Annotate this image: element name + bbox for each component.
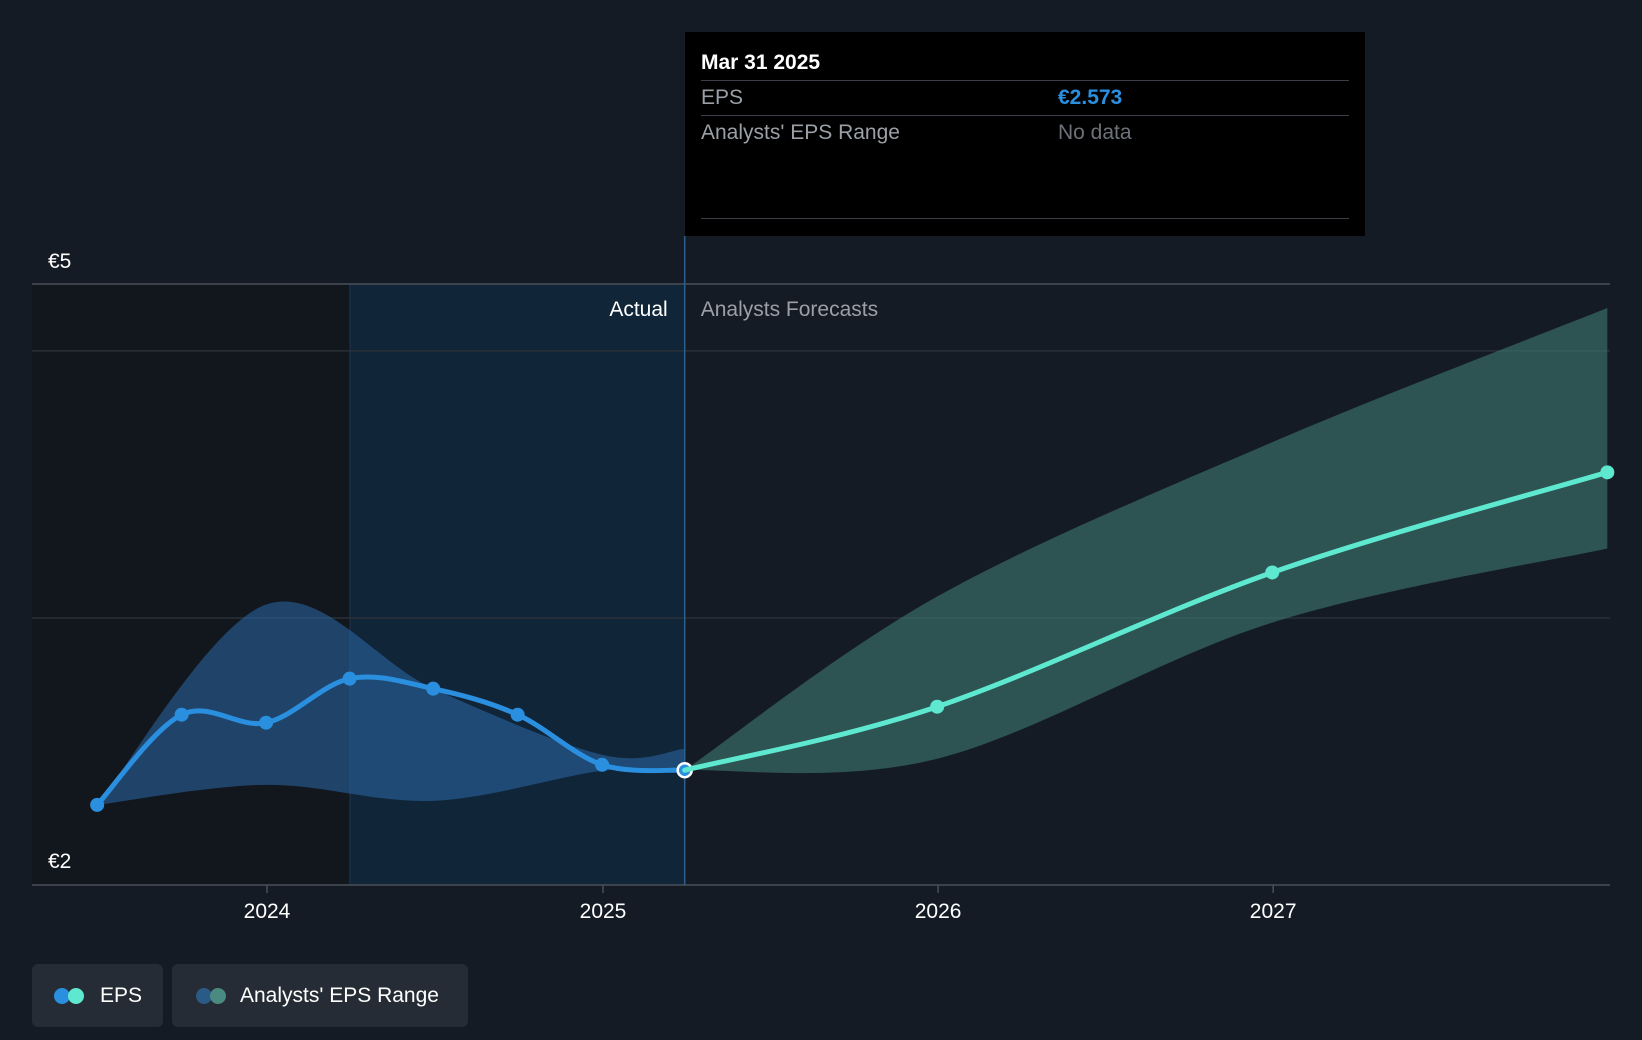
legend-range-button[interactable]: Analysts' EPS Range <box>172 964 468 1027</box>
eps-point <box>342 671 357 686</box>
eps-point <box>510 707 525 722</box>
eps-point <box>259 715 274 730</box>
forecast-label: Analysts Forecasts <box>701 298 878 321</box>
actual-label: Actual <box>609 298 667 321</box>
tooltip-eps-row: EPS €2.573 <box>701 80 1349 115</box>
actual-eps-range-band <box>97 601 685 805</box>
tooltip-eps-value: €2.573 <box>1058 86 1123 109</box>
x-tick-label: 2026 <box>915 900 962 923</box>
tooltip-divider <box>701 218 1349 219</box>
y-axis-label-top: €5 <box>48 250 71 273</box>
tooltip-range-row: Analysts' EPS Range No data <box>701 115 1349 150</box>
tooltip-date: Mar 31 2025 <box>701 51 821 74</box>
eps-point <box>426 681 441 696</box>
x-tick-label: 2025 <box>580 900 627 923</box>
legend-eps-button[interactable]: EPS <box>32 964 163 1027</box>
x-tick-label: 2024 <box>244 900 291 923</box>
eps-point <box>595 757 610 772</box>
eps-forecast-point <box>930 699 945 714</box>
range-legend-icon <box>196 988 226 1004</box>
legend-range-label: Analysts' EPS Range <box>240 984 439 1007</box>
eps-point <box>90 797 105 812</box>
eps-legend-icon <box>54 988 84 1004</box>
legend-eps-label: EPS <box>100 984 143 1007</box>
eps-forecast-point <box>1600 465 1615 480</box>
chart-tooltip: Mar 31 2025 EPS €2.573 Analysts' EPS Ran… <box>685 32 1365 236</box>
eps-forecast-point <box>1265 565 1280 580</box>
forecast-eps-range-band <box>684 308 1608 774</box>
tooltip-range-label: Analysts' EPS Range <box>701 121 900 144</box>
past-background <box>32 284 350 885</box>
tooltip-eps-label: EPS <box>701 86 744 109</box>
x-tick-label: 2027 <box>1250 900 1297 923</box>
eps-point <box>174 707 189 722</box>
y-axis-label-bottom: €2 <box>48 850 71 873</box>
tooltip-range-value: No data <box>1058 121 1132 144</box>
eps-forecast-line <box>682 469 1610 773</box>
